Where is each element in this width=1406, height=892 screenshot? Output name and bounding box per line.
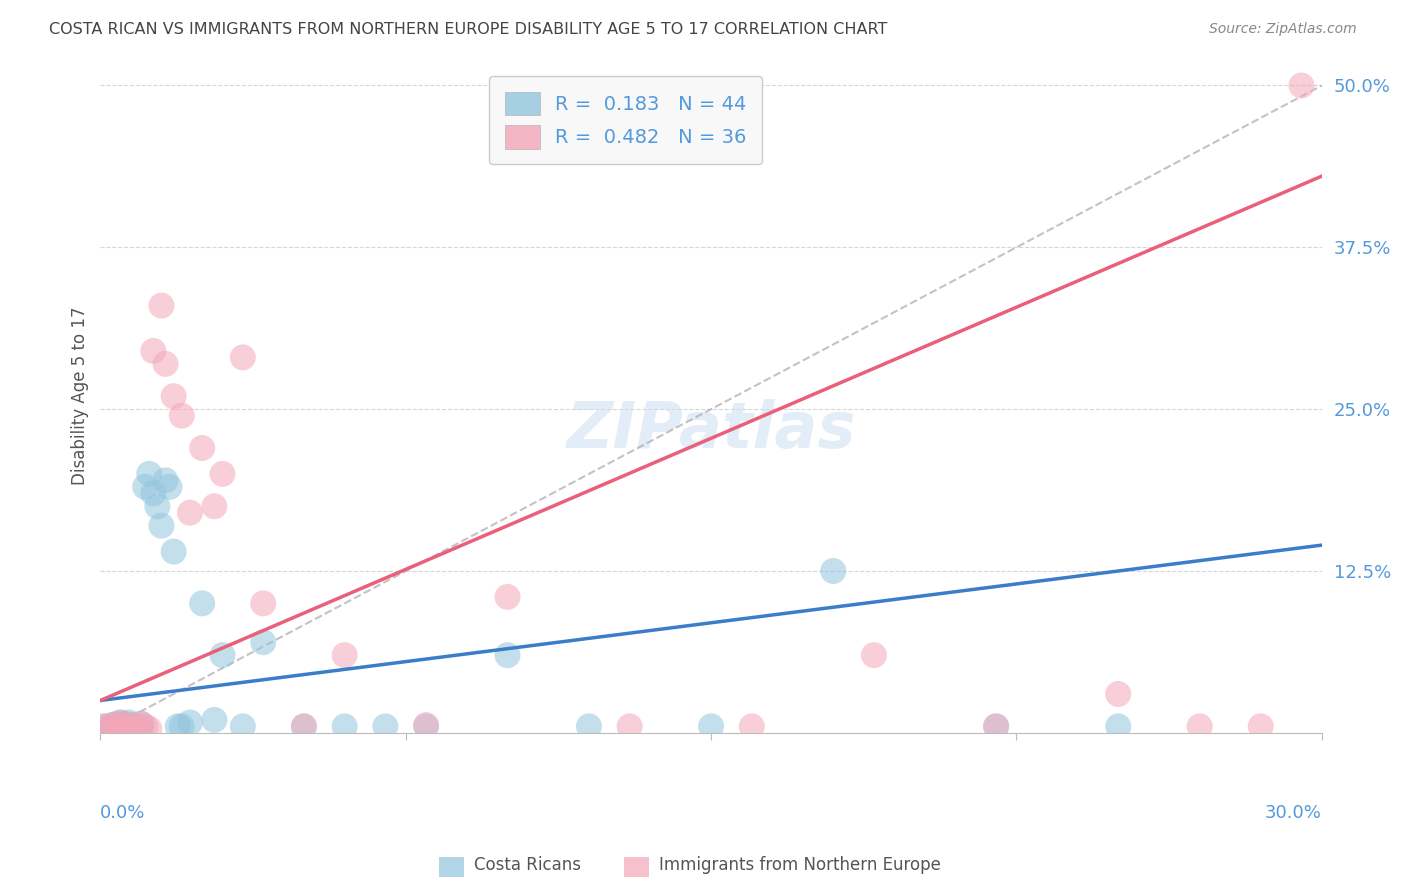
Text: Immigrants from Northern Europe: Immigrants from Northern Europe bbox=[659, 856, 941, 874]
Point bbox=[333, 719, 356, 733]
Point bbox=[191, 441, 214, 455]
Point bbox=[146, 500, 169, 514]
Point bbox=[170, 719, 193, 733]
Point bbox=[134, 480, 156, 494]
Point bbox=[252, 635, 274, 649]
Point bbox=[162, 389, 184, 403]
Point bbox=[333, 648, 356, 662]
Point bbox=[292, 719, 315, 733]
Text: Costa Ricans: Costa Ricans bbox=[474, 856, 581, 874]
Point bbox=[179, 715, 201, 730]
Point bbox=[155, 357, 177, 371]
Point bbox=[823, 564, 845, 578]
Point bbox=[211, 648, 233, 662]
Point bbox=[863, 648, 886, 662]
Point bbox=[129, 716, 152, 731]
Point bbox=[93, 719, 115, 733]
Point bbox=[114, 716, 136, 731]
Point bbox=[138, 722, 160, 736]
Point bbox=[97, 721, 120, 735]
Point bbox=[496, 590, 519, 604]
Point bbox=[496, 648, 519, 662]
Point bbox=[202, 500, 225, 514]
Point bbox=[125, 719, 148, 733]
Point bbox=[101, 718, 124, 732]
Point bbox=[232, 719, 254, 733]
Point bbox=[1107, 687, 1129, 701]
Point bbox=[150, 299, 173, 313]
Point bbox=[138, 467, 160, 481]
Point bbox=[984, 719, 1007, 733]
Point bbox=[114, 721, 136, 735]
Point bbox=[162, 544, 184, 558]
Point bbox=[125, 719, 148, 733]
Point bbox=[118, 715, 141, 730]
Point bbox=[415, 719, 437, 733]
Point bbox=[150, 518, 173, 533]
Y-axis label: Disability Age 5 to 17: Disability Age 5 to 17 bbox=[72, 307, 89, 485]
Text: COSTA RICAN VS IMMIGRANTS FROM NORTHERN EUROPE DISABILITY AGE 5 TO 17 CORRELATIO: COSTA RICAN VS IMMIGRANTS FROM NORTHERN … bbox=[49, 22, 887, 37]
Point bbox=[101, 721, 124, 735]
Point bbox=[110, 722, 132, 736]
Point bbox=[93, 719, 115, 733]
Point bbox=[741, 719, 763, 733]
Point bbox=[374, 719, 396, 733]
Point bbox=[122, 722, 145, 736]
Point bbox=[105, 722, 128, 736]
Point bbox=[1107, 719, 1129, 733]
Text: Source: ZipAtlas.com: Source: ZipAtlas.com bbox=[1209, 22, 1357, 37]
Point bbox=[166, 719, 188, 733]
Point bbox=[984, 719, 1007, 733]
Point bbox=[211, 467, 233, 481]
Point bbox=[232, 351, 254, 365]
Point bbox=[114, 721, 136, 735]
Point bbox=[142, 486, 165, 500]
Point bbox=[292, 719, 315, 733]
Point bbox=[619, 719, 641, 733]
Point bbox=[129, 716, 152, 731]
Point bbox=[415, 718, 437, 732]
Point bbox=[191, 596, 214, 610]
Text: ZIPatlas: ZIPatlas bbox=[567, 399, 856, 461]
Point bbox=[202, 713, 225, 727]
Text: 30.0%: 30.0% bbox=[1265, 804, 1322, 822]
Point bbox=[110, 718, 132, 732]
Point bbox=[134, 719, 156, 733]
Point bbox=[1250, 719, 1272, 733]
Point bbox=[101, 718, 124, 732]
Point bbox=[1291, 78, 1313, 93]
Point bbox=[118, 719, 141, 733]
Legend: R =  0.183   N = 44, R =  0.482   N = 36: R = 0.183 N = 44, R = 0.482 N = 36 bbox=[489, 76, 762, 164]
Point bbox=[170, 409, 193, 423]
Point bbox=[179, 506, 201, 520]
Point bbox=[155, 474, 177, 488]
Point bbox=[122, 722, 145, 736]
Point bbox=[1188, 719, 1211, 733]
Point bbox=[110, 715, 132, 730]
Point bbox=[118, 718, 141, 732]
Point bbox=[105, 719, 128, 733]
Point bbox=[122, 718, 145, 732]
Point bbox=[252, 596, 274, 610]
Point bbox=[110, 715, 132, 730]
Text: 0.0%: 0.0% bbox=[100, 804, 146, 822]
Point bbox=[105, 716, 128, 731]
Point bbox=[142, 343, 165, 358]
Point bbox=[578, 719, 600, 733]
Point bbox=[159, 480, 181, 494]
Point bbox=[110, 719, 132, 733]
Point bbox=[700, 719, 723, 733]
Point bbox=[129, 721, 152, 735]
Point bbox=[97, 722, 120, 736]
